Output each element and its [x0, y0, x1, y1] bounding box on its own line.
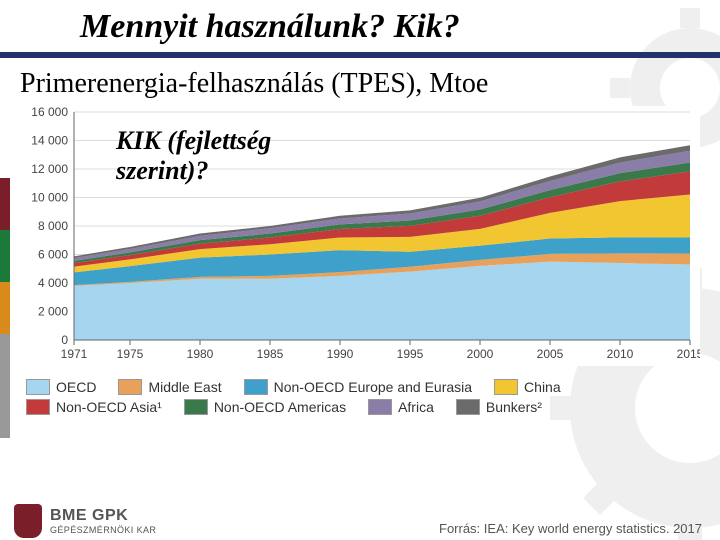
chart-container: KIK (fejlettségszerint)? 0 2 000 4 000 6 00… — [20, 106, 720, 371]
slide-title: Mennyit használunk? Kik? — [80, 8, 720, 46]
legend-swatch — [456, 399, 480, 415]
svg-text:12 000: 12 000 — [31, 162, 68, 176]
legend-label: China — [524, 379, 561, 395]
legend-swatch — [118, 379, 142, 395]
logo-shield-icon — [14, 504, 42, 538]
legend-item-china: China — [494, 379, 561, 395]
legend-item-non_oecd_europe_eurasia: Non-OECD Europe and Eurasia — [244, 379, 472, 395]
svg-text:1990: 1990 — [327, 347, 354, 361]
svg-text:10 000: 10 000 — [31, 191, 68, 205]
legend-label: OECD — [56, 379, 96, 395]
svg-text:2 000: 2 000 — [38, 305, 68, 319]
source-citation: Forrás: IEA: Key world energy statistics… — [439, 521, 702, 536]
legend-swatch — [184, 399, 208, 415]
svg-text:8 000: 8 000 — [38, 219, 68, 233]
legend-label: Middle East — [148, 379, 221, 395]
slide-subtitle: Primerenergia-felhasználás (TPES), Mtoe — [20, 68, 720, 100]
legend-label: Non-OECD Asia¹ — [56, 399, 162, 415]
svg-text:1975: 1975 — [117, 347, 144, 361]
svg-text:2015: 2015 — [677, 347, 700, 361]
svg-text:1971: 1971 — [61, 347, 88, 361]
svg-text:14 000: 14 000 — [31, 134, 68, 148]
legend-label: Africa — [398, 399, 434, 415]
side-color-stripe — [0, 178, 10, 438]
svg-text:1985: 1985 — [257, 347, 284, 361]
legend-swatch — [26, 379, 50, 395]
svg-text:1980: 1980 — [187, 347, 214, 361]
svg-text:6 000: 6 000 — [38, 248, 68, 262]
legend-label: Non-OECD Americas — [214, 399, 346, 415]
legend-swatch — [244, 379, 268, 395]
legend-item-non_oecd_asia: Non-OECD Asia¹ — [26, 399, 162, 415]
legend-item-bunkers: Bunkers² — [456, 399, 542, 415]
svg-text:2010: 2010 — [607, 347, 634, 361]
legend-swatch — [494, 379, 518, 395]
legend-item-middle_east: Middle East — [118, 379, 221, 395]
legend-item-oecd: OECD — [26, 379, 96, 395]
title-underline — [0, 52, 720, 58]
svg-text:4 000: 4 000 — [38, 276, 68, 290]
chart-legend: OECD Middle East Non-OECD Europe and Euras… — [26, 379, 720, 415]
svg-text:0: 0 — [61, 333, 68, 347]
chart-overlay-label: KIK (fejlettségszerint)? — [116, 126, 271, 186]
logo-main-text: BME GPK — [50, 508, 156, 524]
legend-swatch — [26, 399, 50, 415]
legend-item-non_oecd_americas: Non-OECD Americas — [184, 399, 346, 415]
svg-text:1995: 1995 — [397, 347, 424, 361]
footer-logo: BME GPK GÉPÉSZMÉRNÖKI KAR — [14, 504, 156, 538]
legend-item-africa: Africa — [368, 399, 434, 415]
svg-text:2005: 2005 — [537, 347, 564, 361]
legend-swatch — [368, 399, 392, 415]
legend-label: Non-OECD Europe and Eurasia — [274, 379, 472, 395]
logo-sub-text: GÉPÉSZMÉRNÖKI KAR — [50, 526, 156, 535]
svg-text:16 000: 16 000 — [31, 106, 68, 119]
legend-label: Bunkers² — [486, 399, 542, 415]
svg-text:2000: 2000 — [467, 347, 494, 361]
